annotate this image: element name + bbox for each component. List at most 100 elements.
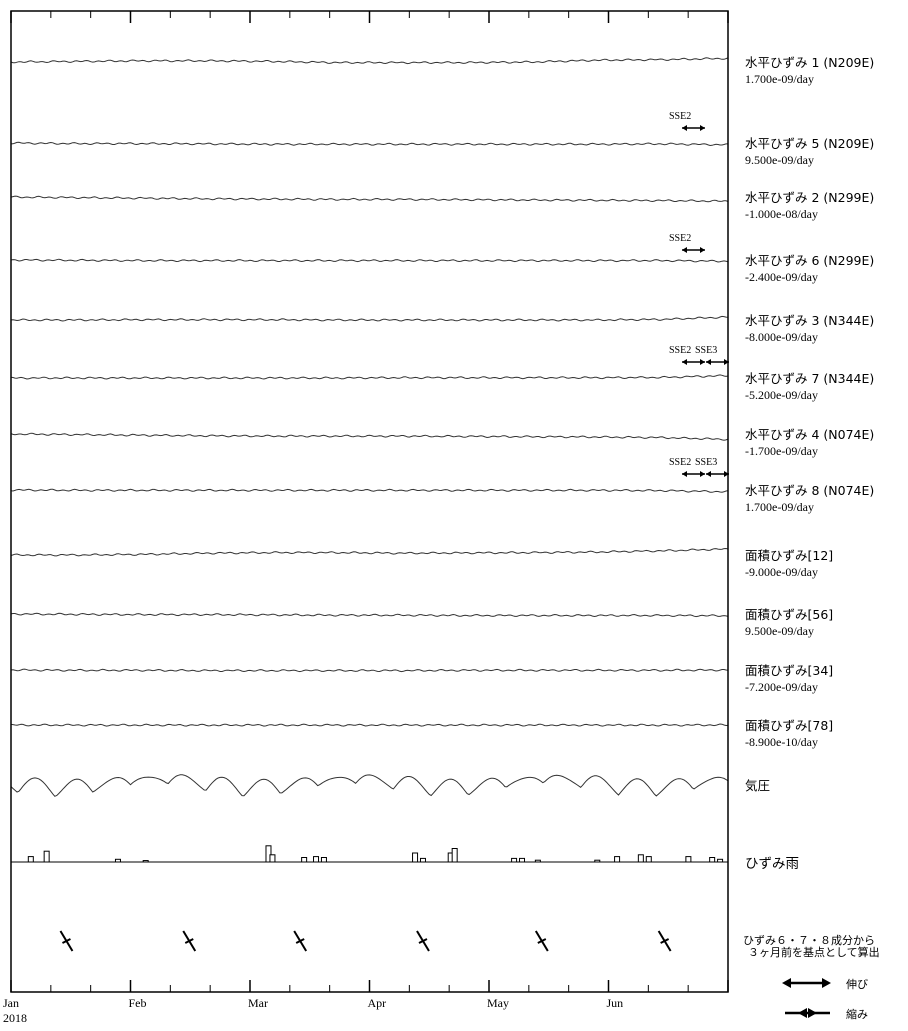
sse-arrowhead: [706, 471, 711, 477]
series-line: [11, 195, 728, 203]
rain-bar: [320, 857, 327, 863]
series-label: 水平ひずみ 6 (N299E): [745, 253, 874, 268]
rain-bar: [511, 857, 518, 863]
month-label: Jun: [607, 996, 624, 1010]
series-label: 水平ひずみ 3 (N344E): [745, 313, 874, 328]
sse-arrowhead: [682, 247, 687, 253]
series-rate: 1.700e-09/day: [745, 72, 814, 86]
series-line: [11, 432, 728, 441]
series-line: [11, 774, 728, 797]
sse-label: SSE2: [669, 111, 691, 122]
sse-label: SSE2: [669, 345, 691, 356]
series-rate: 9.500e-09/day: [745, 624, 814, 638]
month-label: Mar: [248, 996, 268, 1010]
series-line: [11, 612, 728, 618]
series-line: [11, 668, 728, 673]
principal-strain-contraction: [660, 938, 670, 944]
principal-strain-contraction: [184, 938, 194, 944]
legend-contraction-label: 縮み: [846, 1007, 868, 1021]
series-label: 面積ひずみ[78]: [745, 718, 833, 733]
rain-bar: [269, 854, 276, 863]
series-line: [11, 547, 728, 557]
series-line: [11, 258, 728, 263]
rain-bar: [717, 858, 724, 863]
rain-bar: [519, 857, 526, 863]
rain-bar: [614, 856, 621, 863]
series-rate: -8.900e-10/day: [745, 735, 818, 749]
series-rate: -1.700e-09/day: [745, 444, 818, 458]
series-line: [11, 374, 728, 380]
principal-note-line1: ひずみ６・７・８成分から: [743, 934, 875, 947]
sse-arrowhead: [700, 247, 705, 253]
sse-label: SSE3: [695, 457, 717, 468]
month-label: Feb: [129, 996, 147, 1010]
legend-extension-label: 伸び: [846, 978, 868, 991]
rain-bar: [313, 856, 320, 863]
series-label: 面積ひずみ[34]: [745, 663, 833, 678]
rain-bar: [301, 857, 308, 863]
month-label: May: [487, 996, 509, 1010]
month-label: Apr: [368, 996, 387, 1010]
rain-bar: [637, 854, 644, 863]
series-label: 面積ひずみ[56]: [745, 607, 833, 622]
series-label: 水平ひずみ 5 (N209E): [745, 136, 874, 151]
sse-label: SSE2: [669, 233, 691, 244]
rain-bar: [412, 852, 419, 863]
rain-bar: [451, 848, 458, 863]
sse-label: SSE3: [695, 345, 717, 356]
rain-label: ひずみ雨: [745, 856, 799, 872]
series-rate: -1.000e-08/day: [745, 207, 818, 221]
principal-note-line2: ３ヶ月前を基点として算出: [748, 945, 880, 959]
sse-arrowhead: [724, 471, 729, 477]
series-label: 水平ひずみ 1 (N209E): [745, 55, 874, 70]
rain-bar: [594, 859, 601, 863]
sse-arrowhead: [682, 471, 687, 477]
series-label: 水平ひずみ 4 (N074E): [745, 427, 874, 442]
series-label: 水平ひずみ 7 (N344E): [745, 371, 874, 386]
series-rate: -5.200e-09/day: [745, 388, 818, 402]
rain-bar: [27, 856, 34, 863]
series-line: [11, 315, 728, 322]
series-rate: -8.000e-09/day: [745, 330, 818, 344]
rain-bar: [419, 857, 426, 863]
sse-arrowhead: [700, 471, 705, 477]
series-line: [11, 723, 728, 727]
rain-bar: [265, 845, 272, 863]
series-label: 面積ひずみ[12]: [745, 548, 833, 563]
rain-bar: [685, 856, 692, 863]
legend-contraction-head: [808, 1008, 817, 1018]
rain-bar: [645, 856, 652, 863]
series-label: 水平ひずみ 2 (N299E): [745, 190, 874, 205]
series-line: [11, 57, 728, 65]
series-line: [11, 141, 728, 147]
sse-arrowhead: [706, 359, 711, 365]
month-label: Jan: [3, 996, 19, 1010]
legend-contraction-head: [798, 1008, 807, 1018]
sse-arrowhead: [700, 125, 705, 131]
rain-bar: [534, 859, 541, 863]
series-rate: -7.200e-09/day: [745, 680, 818, 694]
rain-bar: [43, 850, 50, 863]
principal-strain-contraction: [537, 938, 547, 944]
plot-frame: [10, 10, 729, 993]
series-rate: 9.500e-09/day: [745, 153, 814, 167]
series-label: 水平ひずみ 8 (N074E): [745, 483, 874, 498]
sse-arrowhead: [682, 125, 687, 131]
principal-strain-contraction: [62, 938, 71, 944]
series-rate: -2.400e-09/day: [745, 270, 818, 284]
principal-strain-contraction: [295, 938, 305, 944]
year-label: 2018: [3, 1011, 27, 1025]
legend-extension-head: [782, 978, 791, 988]
series-rate: -9.000e-09/day: [745, 565, 818, 579]
sse-arrowhead: [700, 359, 705, 365]
legend-extension-head: [822, 978, 831, 988]
rain-bar: [709, 857, 716, 863]
principal-strain-contraction: [418, 938, 428, 944]
rain-bar: [142, 860, 149, 863]
series-rate: 1.700e-09/day: [745, 500, 814, 514]
sse-arrowhead: [724, 359, 729, 365]
sse-arrowhead: [682, 359, 687, 365]
rain-bar: [114, 858, 121, 863]
series-label: 気圧: [745, 778, 770, 793]
